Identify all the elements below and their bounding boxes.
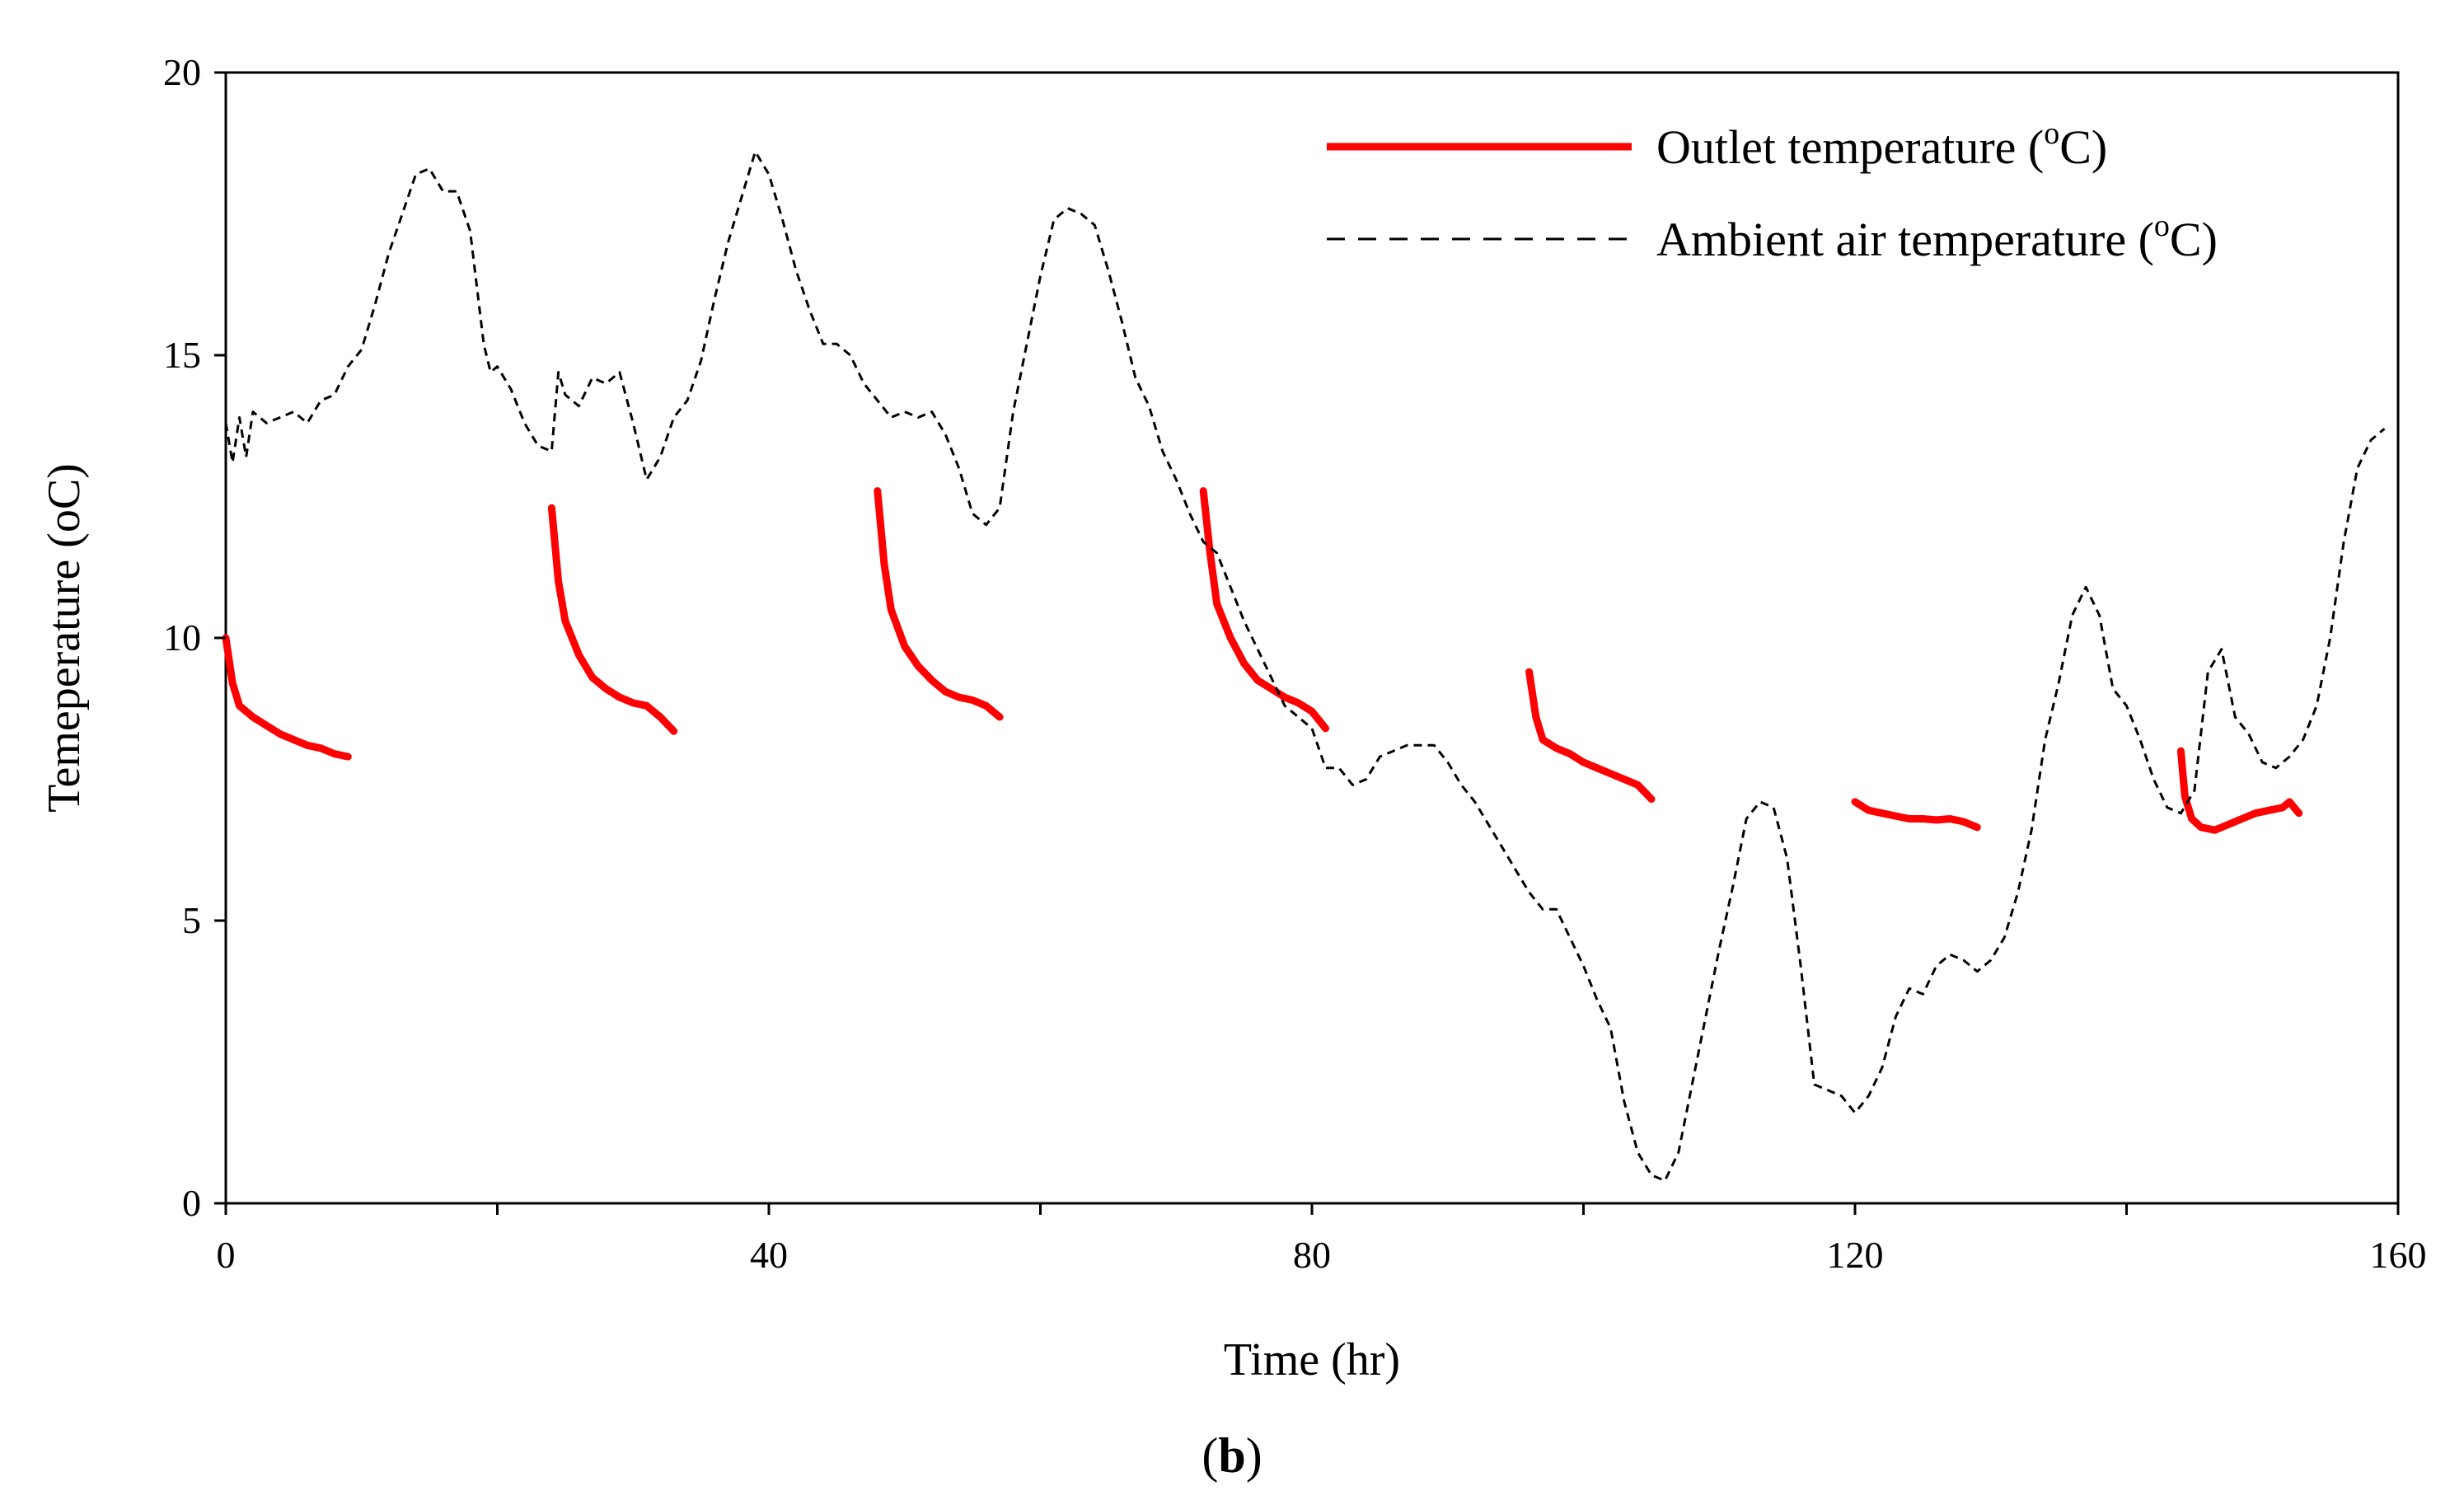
legend-label-ambient: Ambient air temperature (oC) [1656,209,2218,266]
legend-label-outlet: Outlet temperature (oC) [1656,116,2107,174]
y-tick-label-3: 15 [163,334,201,376]
y-tick-label-0: 0 [182,1182,201,1224]
legend: Outlet temperature (oC) Ambient air temp… [1327,116,2218,266]
axis-layer: 0 40 80 120 160 0 5 10 15 20 [163,51,2427,1276]
x-tick-label-1: 40 [750,1234,788,1276]
outlet-series-segment-6 [2176,747,2303,834]
x-tick-label-4: 160 [2370,1234,2427,1276]
ambient-series-line [224,150,2386,1183]
outlet-series-segment-1 [547,504,678,735]
figure-caption: (b) [1202,1428,1262,1483]
x-axis-title: Time (hr) [1224,1334,1400,1385]
outlet-series-segment-4 [1525,668,1656,803]
outlet-series-segment-2 [874,487,1004,721]
x-tick-label-0: 0 [217,1234,236,1276]
outlet-series-segment-0 [222,634,352,761]
outlet-series-segment-5 [1851,798,1981,832]
y-tick-label-2: 10 [163,616,201,659]
y-axis-title: Temeperature (oC) [39,463,90,813]
y-tick-label-4: 20 [163,51,201,93]
x-tick-label-3: 120 [1827,1234,1884,1276]
outlet-series-segment-3 [1199,487,1329,733]
x-tick-label-2: 80 [1293,1234,1331,1276]
series-layer [222,150,2386,1183]
y-tick-label-1: 5 [182,899,201,941]
